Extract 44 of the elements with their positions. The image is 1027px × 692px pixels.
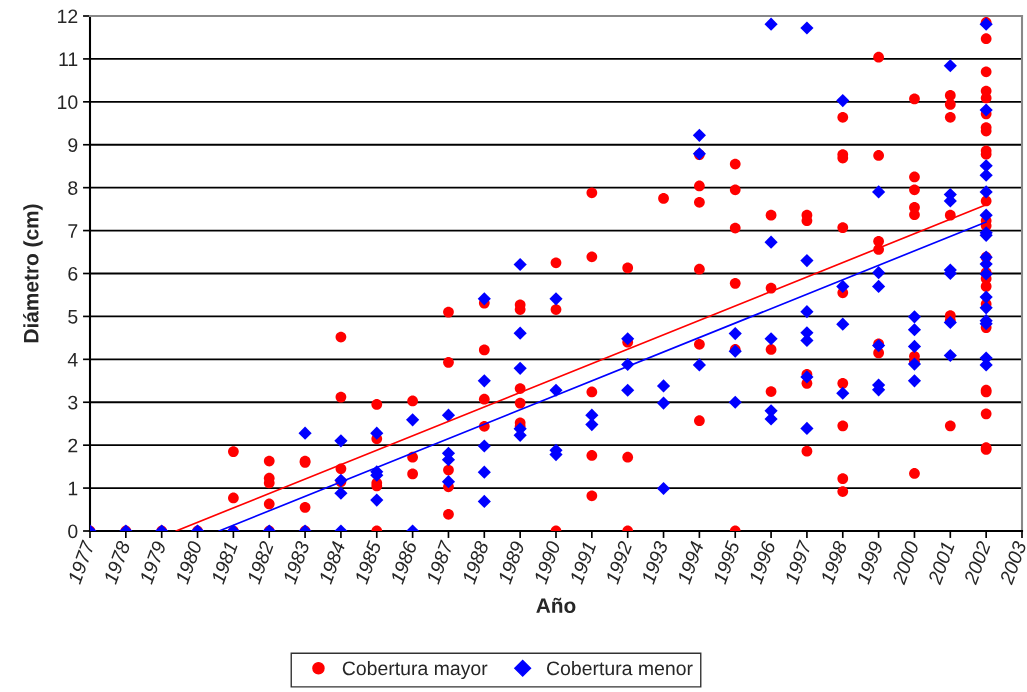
- y-tick-label: 3: [68, 395, 78, 410]
- x-tick-label: 2001: [927, 541, 955, 586]
- x-tick-label: 2003: [999, 540, 1027, 586]
- x-tick-label: 1991: [569, 541, 597, 585]
- y-tick-label: 5: [68, 310, 78, 324]
- y-tick-label: 8: [68, 181, 78, 195]
- x-tick-label: 1997: [784, 539, 813, 585]
- y-tick-label: 12: [58, 9, 78, 24]
- x-tick-label: 1982: [246, 540, 275, 585]
- x-tick-label: 1998: [820, 539, 848, 585]
- x-tick-label: 1990: [533, 540, 561, 585]
- y-tick-label: 9: [68, 138, 78, 152]
- x-tick-label: 1977: [67, 539, 96, 585]
- x-tick-label: 1999: [855, 540, 884, 585]
- x-tick-label: 1994: [676, 540, 705, 585]
- y-tick-label: 2: [68, 438, 78, 453]
- y-axis-title: Diámetro (cm): [23, 204, 43, 343]
- x-tick-label: 1989: [497, 540, 525, 585]
- y-tick-label: 1: [68, 481, 78, 496]
- legend-label: Cobertura menor: [547, 660, 693, 676]
- x-tick-label: 1992: [605, 540, 633, 585]
- x-tick-label: 1996: [748, 539, 776, 585]
- x-tick-label: 1979: [139, 540, 167, 585]
- y-tick-label: 4: [67, 353, 78, 367]
- y-tick-label: 10: [58, 95, 78, 110]
- x-tick-label: 1987: [425, 539, 454, 585]
- y-tick-label: 11: [59, 52, 78, 66]
- x-tick-label: 1980: [174, 540, 203, 585]
- x-tick-label: 1993: [640, 540, 669, 585]
- legend-label: Cobertura mayor: [342, 660, 488, 680]
- x-axis-title: Año: [536, 597, 576, 613]
- x-tick-label: 1984: [318, 540, 346, 585]
- y-tick-label: 6: [68, 266, 78, 281]
- x-tick-label: 2002: [963, 540, 991, 586]
- x-tick-label: 1978: [103, 539, 131, 585]
- y-tick-label: 0: [68, 524, 78, 539]
- x-tick-label: 1988: [461, 539, 490, 585]
- x-tick-label: 1986: [389, 539, 418, 585]
- x-tick-label: 1985: [354, 539, 382, 585]
- x-tick-label: 1983: [282, 540, 310, 585]
- x-tick-label: 1981: [210, 541, 238, 585]
- x-tick-label: 1995: [712, 539, 741, 585]
- y-tick-label: 7: [68, 224, 78, 238]
- x-tick-label: 2000: [891, 540, 920, 586]
